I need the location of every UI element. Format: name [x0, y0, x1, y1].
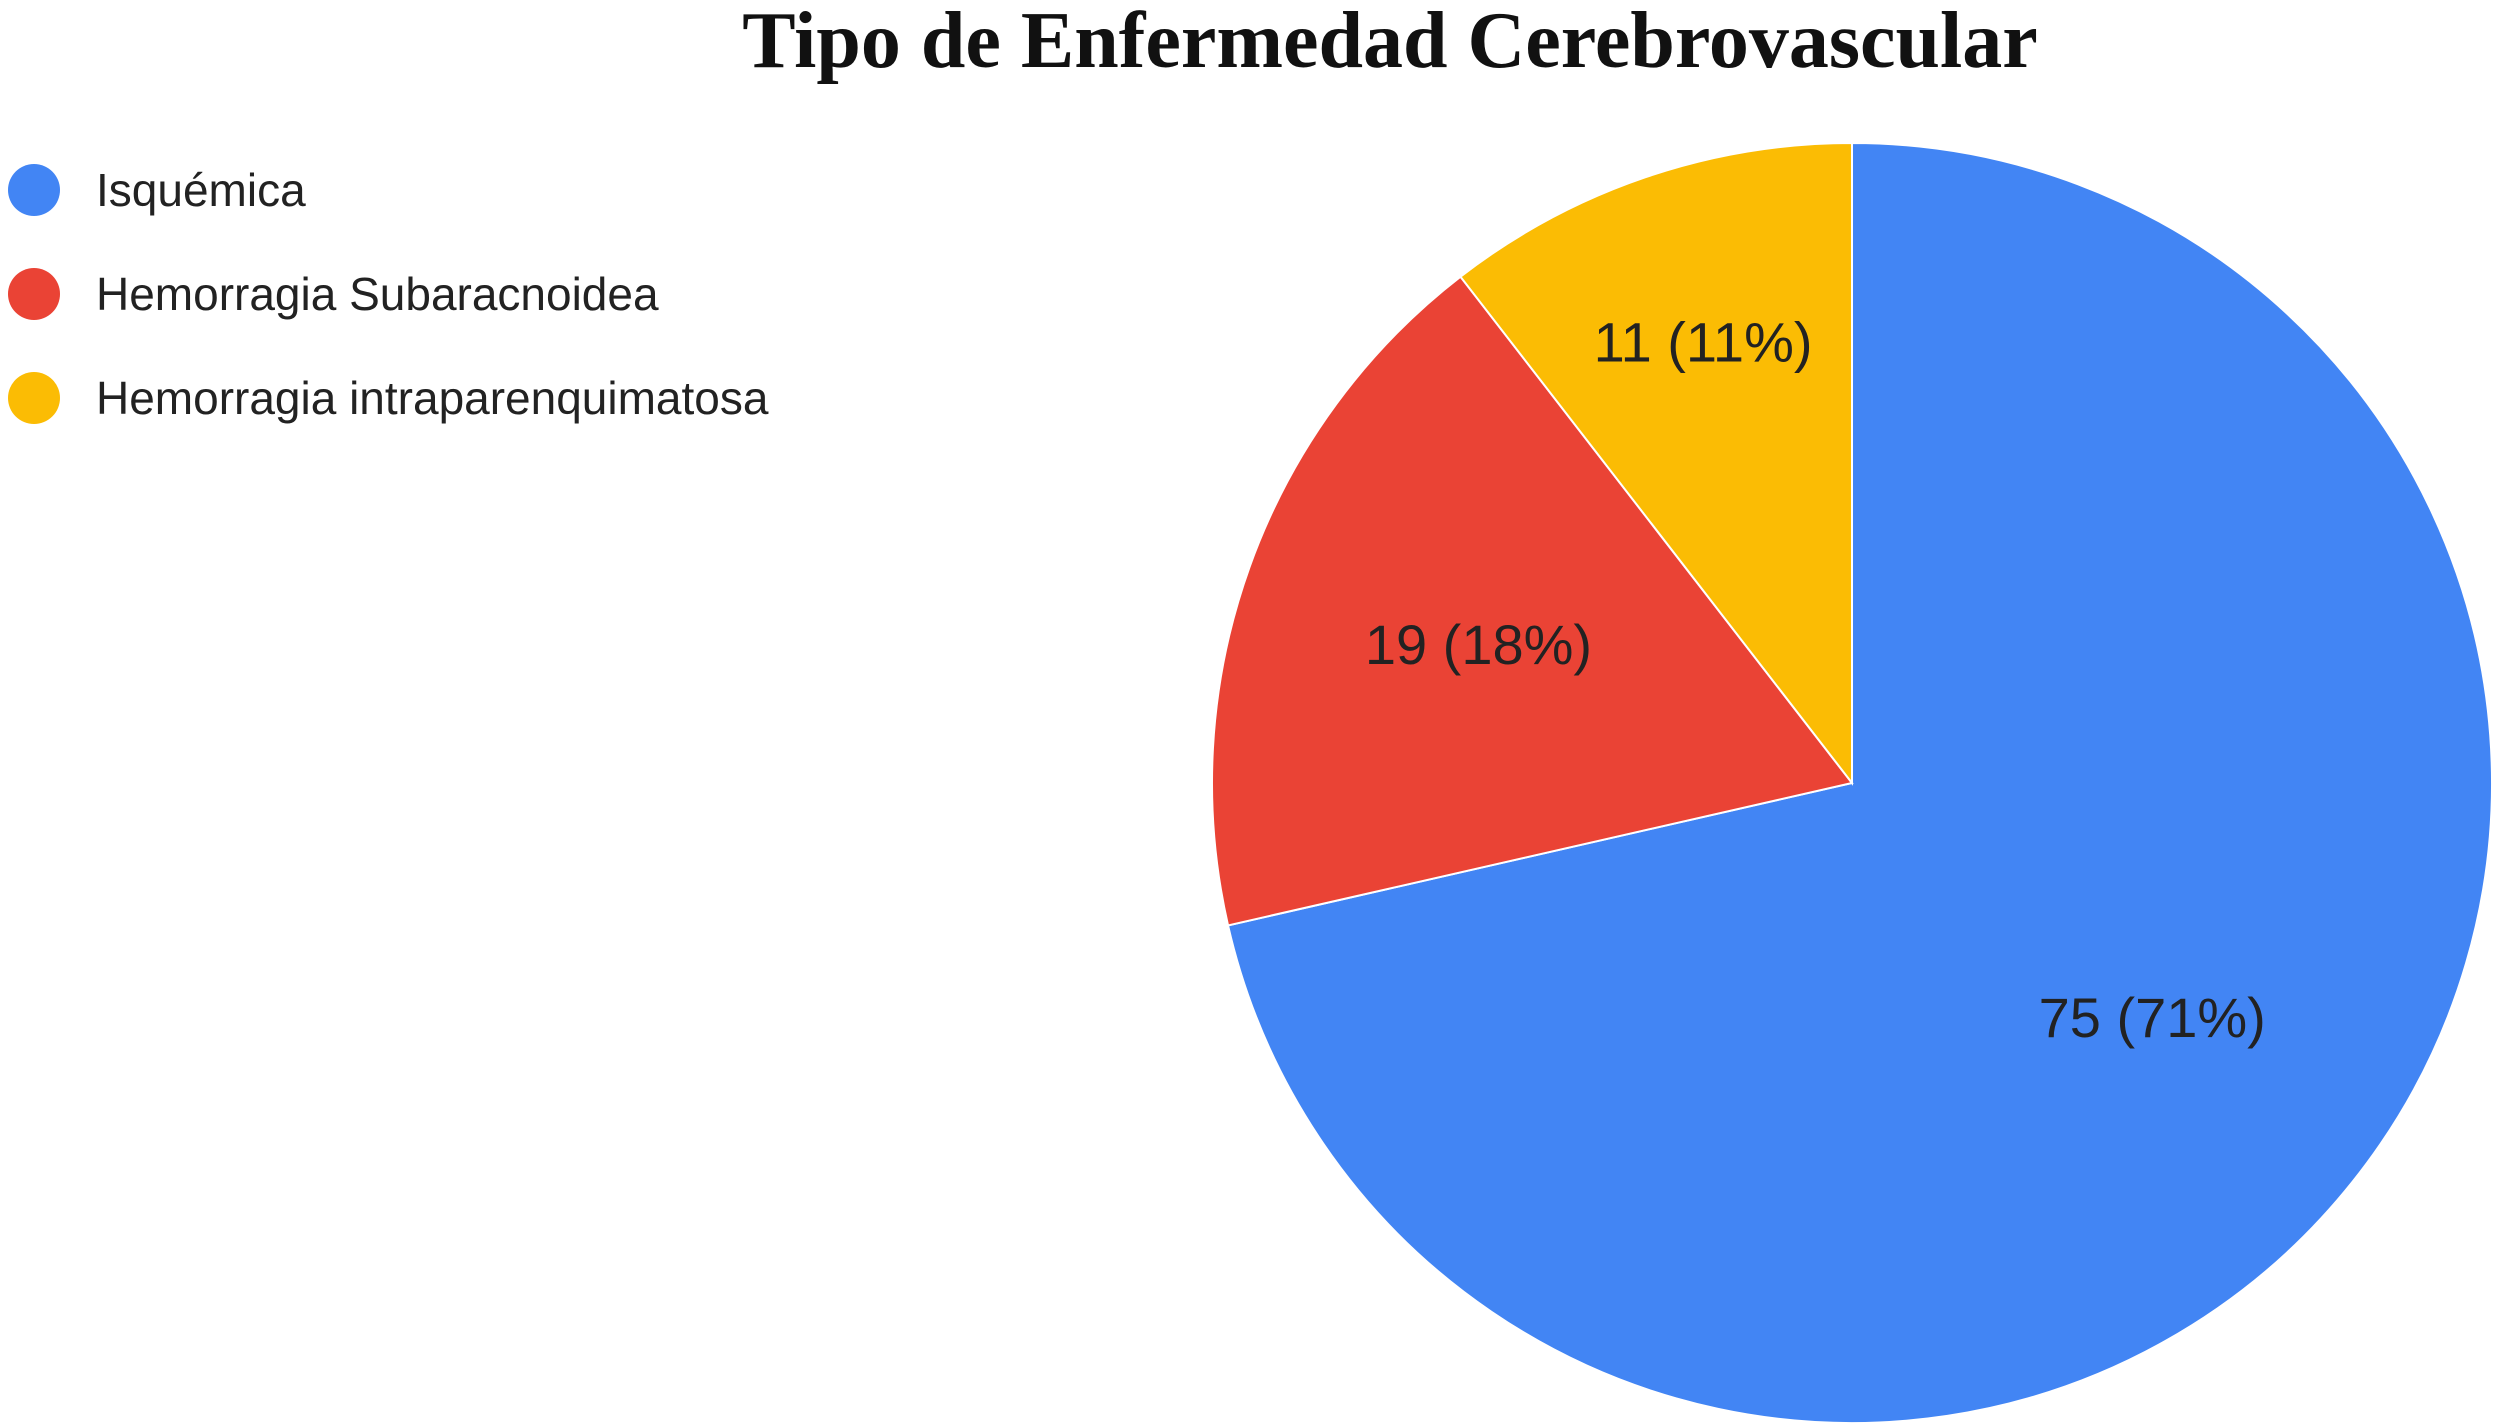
pie-slice-hemorragia-subaracnoidea[interactable] [1211, 275, 1854, 927]
legend-label-hemorragia-subaracnoidea: Hemorragia Subaracnoidea [96, 268, 659, 320]
legend-item-hemorragia-intraparenquimatosa[interactable]: Hemorragia intraparenquimatosa [8, 346, 768, 450]
slice-label-hemorragia-subaracnoidea: 19 (18%) [1365, 613, 1592, 676]
slice-label-isquemica: 75 (71%) [2039, 986, 2266, 1049]
legend-label-hemorragia-intraparenquimatosa: Hemorragia intraparenquimatosa [96, 372, 769, 424]
pie-slice-hemorragia-intraparenquimatosa[interactable] [1459, 141, 1853, 786]
legend-item-isquemica[interactable]: Isquémica [8, 138, 768, 242]
pie-slice-isquemica[interactable] [1226, 141, 2494, 1424]
legend-item-hemorragia-subaracnoidea[interactable]: Hemorragia Subaracnoidea [8, 242, 768, 346]
legend-swatch-hemorragia-subaracnoidea [8, 268, 60, 320]
legend: Isquémica Hemorragia Subaracnoidea Hemor… [8, 138, 768, 450]
legend-label-isquemica: Isquémica [96, 164, 306, 216]
legend-swatch-isquemica [8, 164, 60, 216]
slice-label-hemorragia-intraparenquimatosa: 11 (11%) [1594, 311, 1813, 374]
legend-swatch-hemorragia-intraparenquimatosa [8, 372, 60, 424]
chart-title: Tipo de Enfermedad Cerebrovascular [742, 0, 2038, 85]
